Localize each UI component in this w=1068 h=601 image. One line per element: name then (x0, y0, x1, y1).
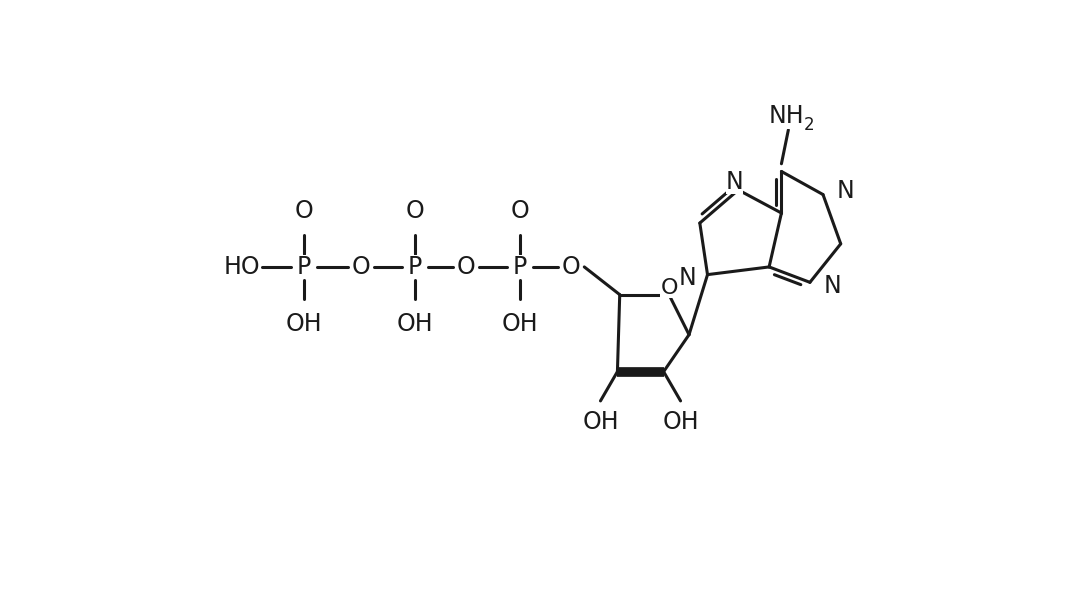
Text: OH: OH (662, 410, 698, 434)
Text: O: O (660, 278, 678, 299)
Text: OH: OH (501, 312, 538, 336)
Text: N: N (725, 170, 743, 194)
Text: OH: OH (396, 312, 434, 336)
Text: O: O (511, 200, 529, 224)
Text: P: P (513, 255, 527, 279)
Text: OH: OH (286, 312, 323, 336)
Text: O: O (456, 255, 475, 279)
Text: OH: OH (582, 410, 618, 434)
Text: O: O (406, 200, 424, 224)
Text: N: N (823, 274, 842, 298)
Text: P: P (297, 255, 311, 279)
Text: P: P (408, 255, 422, 279)
Text: O: O (351, 255, 371, 279)
Text: O: O (295, 200, 313, 224)
Text: N: N (678, 266, 696, 290)
Text: O: O (562, 255, 581, 279)
Text: HO: HO (224, 255, 261, 279)
Text: N: N (837, 178, 854, 203)
Text: 2: 2 (804, 116, 815, 134)
Text: NH: NH (768, 104, 804, 128)
